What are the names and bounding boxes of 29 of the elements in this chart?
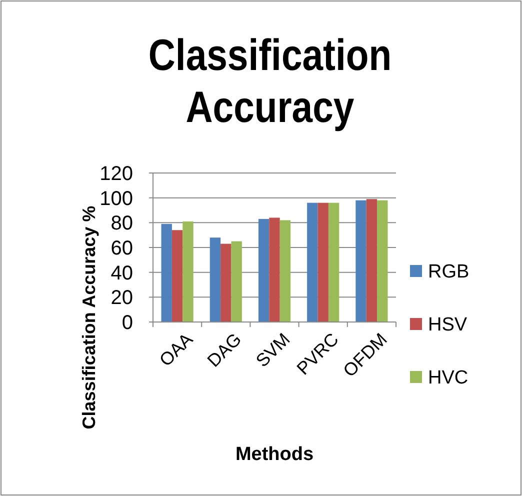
y-tick-label: 100 (100, 188, 133, 210)
bar (172, 230, 183, 322)
y-tick-label: 80 (110, 212, 133, 235)
x-axis-title: Methods (235, 444, 314, 465)
legend-label: HSV (428, 314, 468, 336)
bar (210, 238, 221, 322)
bar (220, 244, 232, 322)
bar (161, 224, 172, 322)
chart-title: Classification Accuracy (148, 30, 392, 132)
legend-label: RGB (428, 262, 470, 283)
bar (328, 202, 340, 322)
legend-label: HVC (428, 368, 468, 389)
bar (258, 218, 270, 322)
bar (231, 241, 242, 322)
y-tick-label: 20 (110, 287, 133, 310)
bar (280, 220, 291, 322)
y-tick-label: 120 (100, 163, 133, 185)
y-tick-label: 60 (110, 238, 133, 260)
bar (356, 200, 366, 322)
bar (318, 202, 328, 322)
y-tick-label: 0 (122, 312, 133, 334)
x-tick-label: OAA (156, 329, 197, 370)
bar (307, 202, 318, 322)
bar (182, 221, 194, 322)
bar (377, 200, 388, 322)
bar (366, 199, 378, 322)
y-axis-title: Classification Accuracy % (79, 206, 99, 430)
bar (269, 218, 280, 322)
y-tick-label: 40 (110, 262, 133, 284)
